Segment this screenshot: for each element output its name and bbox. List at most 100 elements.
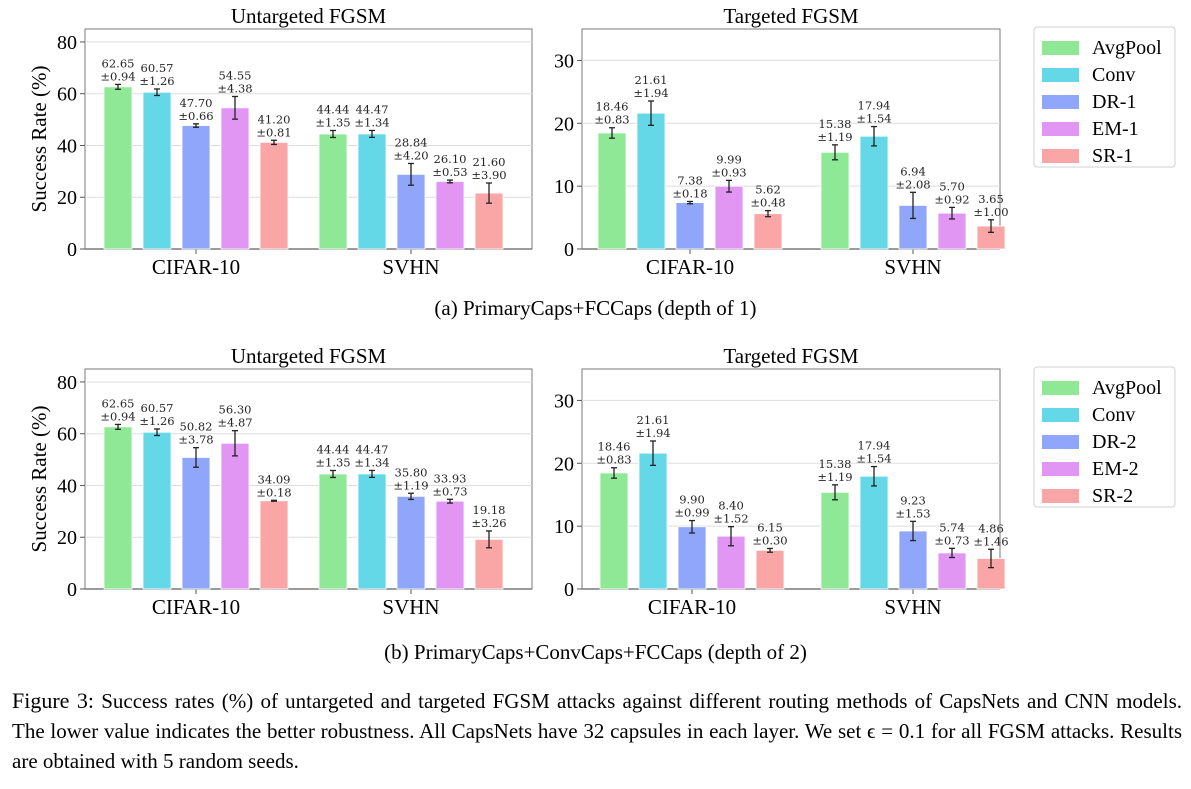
data-label-value: 18.46 xyxy=(598,440,631,454)
y-tick-label: 60 xyxy=(57,424,77,446)
data-label-value: 15.38 xyxy=(819,117,852,131)
bar-em-2-cifar-10 xyxy=(220,442,250,590)
y-tick-label: 20 xyxy=(57,187,77,209)
legend-label-em-2: EM-2 xyxy=(1092,458,1139,480)
bar-avgpool-cifar-10 xyxy=(599,472,629,590)
legend-label-em-1: EM-1 xyxy=(1092,118,1139,140)
data-label-value: 60.57 xyxy=(141,401,174,415)
bar-conv-cifar-10 xyxy=(636,112,666,250)
data-label-value: 8.40 xyxy=(718,499,744,513)
data-label-value: 60.57 xyxy=(141,61,174,75)
y-tick-label: 40 xyxy=(57,475,77,497)
data-label-value: 44.47 xyxy=(356,442,389,456)
legend-label-dr-2: DR-2 xyxy=(1092,431,1136,453)
bar-conv-svhn xyxy=(357,473,387,590)
data-label-error: ±0.66 xyxy=(178,109,213,123)
data-label-value: 50.82 xyxy=(180,420,213,434)
data-label-error: ±0.18 xyxy=(672,186,707,200)
data-label-error: ±1.35 xyxy=(315,455,350,469)
data-label-error: ±0.30 xyxy=(752,533,787,547)
data-label-error: ±1.19 xyxy=(817,130,852,144)
data-label-error: ±1.54 xyxy=(856,112,891,126)
data-label-value: 9.23 xyxy=(900,493,926,507)
data-label-error: ±0.81 xyxy=(256,125,291,139)
data-label-error: ±4.38 xyxy=(217,81,252,95)
data-label-error: ±0.94 xyxy=(100,69,135,83)
data-label-value: 54.55 xyxy=(219,68,252,82)
legend-label-avgpool: AvgPool xyxy=(1092,37,1162,59)
data-label-error: ±0.93 xyxy=(711,165,746,179)
data-label-value: 9.99 xyxy=(716,152,742,166)
x-tick-label: CIFAR-10 xyxy=(152,595,240,619)
y-tick-label: 20 xyxy=(57,527,77,549)
x-tick-label: SVHN xyxy=(884,595,941,619)
data-label-error: ±1.52 xyxy=(713,512,748,526)
data-label-value: 47.70 xyxy=(180,96,213,110)
data-label-value: 5.62 xyxy=(755,183,781,197)
legend-swatch-conv xyxy=(1042,68,1079,82)
x-tick-label: CIFAR-10 xyxy=(646,255,734,279)
data-label-value: 44.47 xyxy=(356,102,389,116)
x-tick-label: SVHN xyxy=(382,595,439,619)
bar-sr-1-cifar-10 xyxy=(259,141,289,250)
data-label-value: 9.90 xyxy=(679,493,705,507)
legend-label-sr-2: SR-2 xyxy=(1092,485,1133,507)
y-tick-label: 0 xyxy=(67,239,77,261)
data-label-value: 28.84 xyxy=(395,135,428,149)
bar-em-1-svhn xyxy=(435,181,465,250)
bar-conv-svhn xyxy=(859,475,889,590)
bar-dr-1-svhn xyxy=(898,204,928,250)
data-label-error: ±1.54 xyxy=(856,452,891,466)
legend: AvgPool Conv DR-1 EM-1 SR-1 xyxy=(1033,26,1176,168)
caption-text: Success rates (%) of untargeted and targ… xyxy=(12,689,1182,773)
y-tick-label: 80 xyxy=(57,372,77,394)
bar-conv-cifar-10 xyxy=(638,452,668,590)
bar-dr-2-svhn xyxy=(396,495,426,590)
data-label-value: 15.38 xyxy=(819,457,852,471)
data-label-error: ±0.73 xyxy=(432,484,467,498)
data-label-error: ±1.53 xyxy=(895,506,930,520)
y-tick-label: 30 xyxy=(554,50,574,72)
data-label-value: 44.44 xyxy=(317,102,350,116)
data-label-error: ±0.73 xyxy=(934,533,969,547)
data-label-error: ±1.34 xyxy=(354,455,389,469)
data-label-value: 26.10 xyxy=(434,152,467,166)
bar-avgpool-cifar-10 xyxy=(103,86,133,250)
y-tick-label: 30 xyxy=(554,390,574,412)
data-label-value: 5.70 xyxy=(939,179,965,193)
y-tick-label: 0 xyxy=(564,579,574,601)
legend-swatch-sr-2 xyxy=(1042,489,1079,503)
data-label-value: 44.44 xyxy=(317,442,350,456)
bar-sr-2-cifar-10 xyxy=(259,500,289,590)
subcaption-b: (b) PrimaryCaps+ConvCaps+FCCaps (depth o… xyxy=(384,640,807,664)
bar-conv-svhn xyxy=(357,133,387,250)
y-axis-label: Success Rate (%) xyxy=(27,406,51,553)
legend-label-sr-1: SR-1 xyxy=(1092,145,1133,167)
legend-label-avgpool: AvgPool xyxy=(1092,377,1162,399)
bar-dr-1-cifar-10 xyxy=(675,202,705,250)
data-label-error: ±3.90 xyxy=(471,168,506,182)
chart-title: Targeted FGSM xyxy=(723,4,859,28)
subcaption-a: (a) PrimaryCaps+FCCaps (depth of 1) xyxy=(434,296,757,320)
y-tick-label: 20 xyxy=(554,113,574,135)
data-label-value: 5.74 xyxy=(939,520,965,534)
bar-em-2-svhn xyxy=(435,500,465,590)
data-label-value: 62.65 xyxy=(102,56,135,70)
bar-avgpool-cifar-10 xyxy=(597,132,627,250)
legend-label-dr-1: DR-1 xyxy=(1092,91,1136,113)
data-label-value: 17.94 xyxy=(858,439,891,453)
bar-avgpool-cifar-10 xyxy=(103,426,133,590)
data-label-value: 21.61 xyxy=(637,413,670,427)
data-label-error: ±1.00 xyxy=(973,205,1008,219)
x-tick-label: SVHN xyxy=(884,255,941,279)
data-label-value: 34.09 xyxy=(258,472,291,486)
y-tick-label: 40 xyxy=(57,135,77,157)
legend-swatch-dr-1 xyxy=(1042,95,1079,109)
data-label-value: 62.65 xyxy=(102,396,135,410)
data-label-error: ±0.18 xyxy=(256,485,291,499)
legend: AvgPool Conv DR-2 EM-2 SR-2 xyxy=(1033,366,1176,508)
legend-swatch-dr-2 xyxy=(1042,435,1079,449)
data-label-value: 3.65 xyxy=(978,192,1004,206)
